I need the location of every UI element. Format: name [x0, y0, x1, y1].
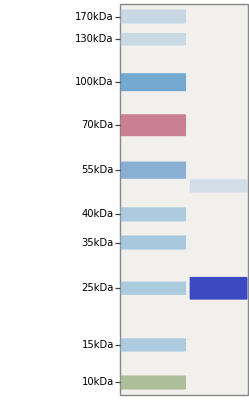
Text: 15kDa: 15kDa — [81, 340, 114, 350]
Text: 100kDa: 100kDa — [75, 77, 114, 87]
FancyBboxPatch shape — [121, 376, 186, 390]
Text: 10kDa: 10kDa — [81, 378, 114, 388]
FancyBboxPatch shape — [121, 33, 186, 46]
FancyBboxPatch shape — [190, 277, 248, 300]
Text: 70kDa: 70kDa — [81, 120, 114, 130]
Text: 130kDa: 130kDa — [75, 34, 114, 44]
Text: 55kDa: 55kDa — [81, 165, 114, 175]
FancyBboxPatch shape — [121, 338, 186, 352]
FancyBboxPatch shape — [121, 73, 186, 91]
FancyBboxPatch shape — [121, 236, 186, 250]
FancyBboxPatch shape — [190, 179, 248, 192]
Text: 25kDa: 25kDa — [81, 283, 114, 293]
FancyBboxPatch shape — [121, 10, 186, 24]
FancyBboxPatch shape — [121, 282, 186, 295]
FancyBboxPatch shape — [121, 162, 186, 179]
Bar — [120, 4, 248, 395]
FancyBboxPatch shape — [121, 114, 186, 136]
Text: 35kDa: 35kDa — [81, 238, 114, 248]
Text: 170kDa: 170kDa — [75, 12, 114, 22]
FancyBboxPatch shape — [121, 207, 186, 222]
Text: 40kDa: 40kDa — [82, 209, 114, 219]
